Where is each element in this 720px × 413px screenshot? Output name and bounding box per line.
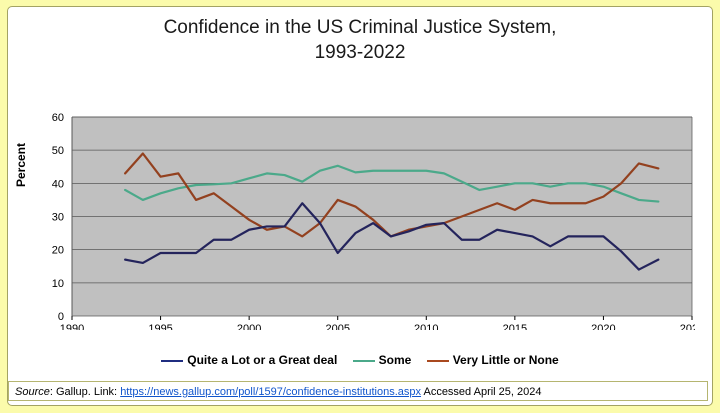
svg-text:60: 60: [52, 112, 64, 124]
svg-text:1990: 1990: [60, 323, 84, 330]
svg-text:30: 30: [52, 212, 64, 224]
svg-text:0: 0: [58, 311, 64, 323]
svg-text:20: 20: [52, 245, 64, 257]
svg-text:2010: 2010: [414, 323, 438, 330]
svg-text:2025: 2025: [680, 323, 695, 330]
svg-text:2000: 2000: [237, 323, 261, 330]
svg-text:40: 40: [52, 178, 64, 190]
svg-text:50: 50: [52, 145, 64, 157]
svg-text:2005: 2005: [325, 323, 349, 330]
svg-text:2020: 2020: [591, 323, 615, 330]
svg-text:10: 10: [52, 278, 64, 290]
svg-text:1995: 1995: [148, 323, 172, 330]
svg-text:2015: 2015: [503, 323, 527, 330]
